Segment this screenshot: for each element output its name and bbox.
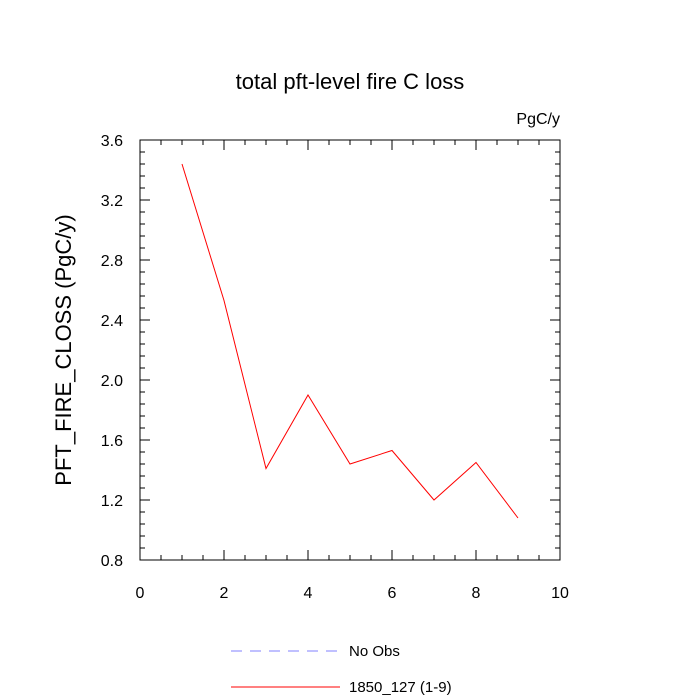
x-tick-label: 4 (304, 585, 313, 602)
axis-tick-labels: 0 2 4 6 8 10 0.8 1.2 1.6 2.0 2.4 2.8 3.2 3.6 (101, 133, 569, 602)
plot-frame (139, 139, 561, 561)
y-tick-label: 2.0 (101, 373, 123, 390)
axis-ticks (139, 139, 561, 561)
data-point (308, 395, 309, 396)
y-tick-label: 2.4 (101, 313, 123, 330)
data-point (350, 464, 351, 465)
legend-label: No Obs (349, 643, 400, 660)
data-point (266, 468, 267, 469)
y-tick-label: 0.8 (101, 553, 123, 570)
y-tick-label: 2.8 (101, 253, 123, 270)
legend: No Obs 1850_127 (1-9) (231, 643, 452, 696)
x-tick-label: 0 (136, 585, 145, 602)
y-axis-label: PFT_FIRE_CLOSS (PgC/y) (51, 214, 76, 485)
chart-title: total pft-level fire C loss (236, 69, 465, 94)
data-point (224, 300, 225, 301)
data-point (392, 450, 393, 451)
data-point (182, 164, 183, 165)
data-point (476, 462, 477, 463)
y-tick-label: 1.2 (101, 493, 123, 510)
series-line (181, 163, 519, 519)
data-point (434, 500, 435, 501)
legend-label: 1850_127 (1-9) (349, 679, 452, 696)
x-tick-label: 10 (551, 585, 569, 602)
units-label: PgC/y (516, 111, 560, 128)
x-tick-label: 8 (472, 585, 481, 602)
series-layer (181, 163, 519, 519)
y-tick-label: 3.6 (101, 133, 123, 150)
series-group (181, 163, 519, 519)
x-tick-label: 2 (220, 585, 229, 602)
y-tick-label: 3.2 (101, 193, 123, 210)
y-tick-label: 1.6 (101, 433, 123, 450)
x-tick-label: 6 (388, 585, 397, 602)
data-point (518, 518, 519, 519)
